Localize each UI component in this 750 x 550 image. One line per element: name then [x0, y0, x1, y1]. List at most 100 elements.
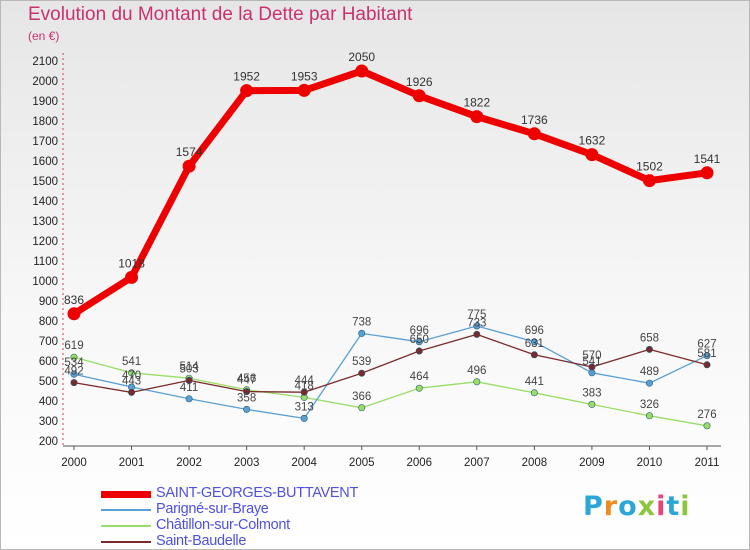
data-label: 541	[122, 356, 141, 368]
data-point	[588, 363, 596, 371]
data-point	[642, 174, 656, 188]
legend-label: SAINT-GEORGES-BUTTAVENT	[156, 485, 359, 501]
data-label: 1822	[463, 96, 490, 110]
legend-label: Saint-Baudelle	[156, 533, 247, 549]
data-label: 383	[582, 387, 601, 399]
data-label: 1952	[233, 70, 260, 84]
x-tick-label: 2007	[464, 457, 490, 469]
data-label: 1926	[406, 75, 433, 89]
y-tick-label: 2100	[32, 56, 58, 68]
data-label: 627	[697, 339, 716, 351]
logo-letter: r	[603, 491, 619, 522]
data-point	[240, 84, 254, 98]
data-point	[125, 270, 139, 284]
data-point	[182, 159, 196, 173]
series-3	[70, 330, 711, 396]
x-tick-label: 2001	[119, 457, 145, 469]
data-label: 503	[179, 363, 198, 375]
data-label: 1502	[636, 160, 663, 174]
data-label: 470	[122, 370, 141, 382]
data-point	[473, 378, 481, 386]
data-point	[703, 361, 711, 369]
data-label: 836	[64, 293, 84, 307]
legend-label: Châtillon-sur-Colmont	[156, 517, 290, 533]
data-point	[300, 414, 308, 422]
x-tick-label: 2009	[579, 457, 605, 469]
data-point	[473, 322, 481, 330]
data-label: 581	[697, 348, 716, 360]
data-point	[243, 388, 251, 396]
data-point	[588, 369, 596, 377]
data-label: 1953	[291, 69, 318, 83]
chart-axes: 200 300 400 500 600 700 800 900 1000 1100 1200 1300…	[32, 53, 721, 469]
x-tick-label: 2008	[522, 457, 548, 469]
logo-letter: P	[583, 491, 604, 522]
y-tick-label: 700	[39, 336, 58, 348]
y-tick-label: 200	[39, 436, 58, 448]
y-tick-label: 2000	[32, 76, 58, 88]
x-tick-label: 2002	[176, 457, 202, 469]
y-tick-label: 800	[39, 316, 58, 328]
data-label: 411	[180, 382, 198, 394]
data-point	[358, 404, 366, 412]
data-label: 733	[467, 317, 486, 329]
data-label: 541	[582, 356, 601, 368]
data-label: 658	[640, 332, 659, 344]
chart-title: Evolution du Montant de la Dette par Hab…	[28, 4, 413, 25]
data-label: 1632	[579, 134, 606, 148]
legend-swatch	[101, 525, 151, 527]
logo-letter: i	[656, 491, 667, 522]
data-label: 619	[64, 340, 83, 352]
data-point	[358, 329, 366, 337]
data-point	[243, 405, 251, 413]
logo-letter: x	[637, 491, 657, 522]
data-label: 1574	[176, 145, 203, 159]
series-line	[73, 333, 708, 394]
data-point	[530, 338, 538, 346]
y-tick-label: 900	[39, 296, 58, 308]
logo-letter: i	[680, 491, 691, 522]
data-point	[645, 412, 653, 420]
y-tick-label: 600	[39, 356, 58, 368]
series-0	[67, 64, 714, 321]
legend-swatch	[101, 490, 151, 498]
data-label: 775	[467, 309, 486, 321]
data-point	[358, 369, 366, 377]
data-label: 534	[64, 357, 84, 369]
data-label: 276	[697, 409, 716, 421]
y-tick-label: 1600	[32, 156, 58, 168]
logo-letter: t	[666, 491, 681, 522]
data-label: 650	[410, 334, 429, 346]
series-layer	[67, 64, 714, 430]
chart-subtitle: (en €)	[28, 29, 60, 43]
data-label: 358	[237, 392, 256, 404]
series-line	[73, 356, 708, 427]
data-point	[473, 330, 481, 338]
data-label: 326	[640, 399, 659, 411]
y-tick-label: 1100	[33, 256, 58, 268]
data-label: 443	[122, 375, 141, 387]
data-label: 489	[640, 366, 659, 378]
data-point	[530, 351, 538, 359]
data-point	[67, 307, 81, 321]
data-point	[70, 353, 78, 361]
data-point	[297, 83, 311, 97]
y-tick-label: 1900	[32, 96, 58, 108]
legend-swatch	[101, 509, 151, 511]
data-label: 447	[237, 375, 256, 387]
data-label: 738	[352, 316, 371, 328]
data-point	[355, 64, 369, 78]
data-point	[703, 352, 711, 360]
data-label: 1541	[694, 152, 721, 166]
data-point	[530, 389, 538, 397]
data-label: 464	[410, 371, 430, 383]
data-point	[470, 110, 484, 124]
data-point	[645, 345, 653, 353]
legend-label: Parigné-sur-Braye	[156, 501, 269, 517]
y-tick-label: 1700	[32, 136, 58, 148]
y-tick-label: 1500	[32, 176, 58, 188]
data-label: 492	[64, 366, 83, 378]
x-tick-label: 2004	[291, 457, 317, 469]
data-label: 444	[295, 375, 315, 387]
